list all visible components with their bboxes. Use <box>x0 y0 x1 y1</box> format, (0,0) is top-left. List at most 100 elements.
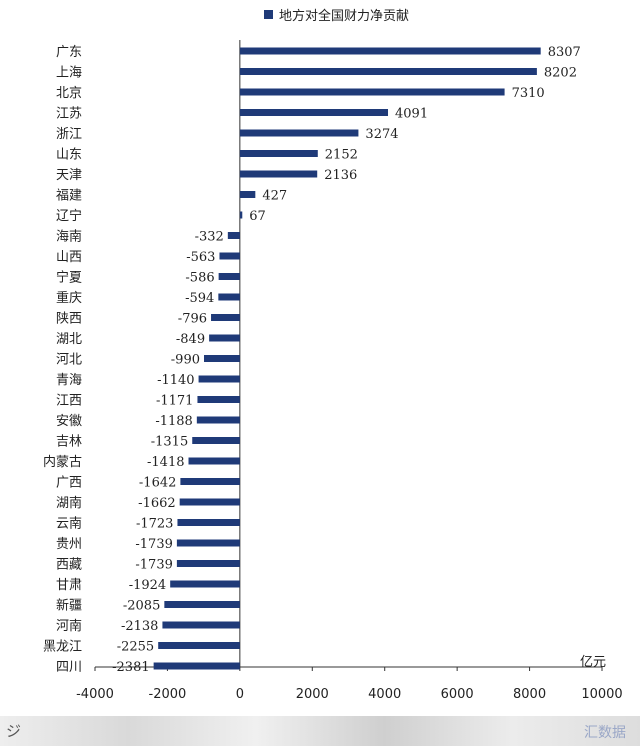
category-label: 新疆 <box>56 598 82 614</box>
footer-mark: ジ <box>6 722 22 740</box>
value-label: -1739 <box>135 537 172 552</box>
value-label: 8202 <box>544 66 577 81</box>
x-tick-label: -4000 <box>76 687 114 702</box>
bar <box>218 273 240 280</box>
value-label: -1188 <box>155 414 192 429</box>
category-label: 福建 <box>56 189 82 204</box>
x-tick-label: 2000 <box>296 687 329 702</box>
category-label: 山东 <box>56 148 82 163</box>
category-label: 上海 <box>56 66 82 81</box>
category-label: 云南 <box>56 516 82 532</box>
value-label: -1315 <box>151 435 188 450</box>
value-label: 2136 <box>324 168 357 183</box>
bar <box>153 662 240 670</box>
value-label: -1171 <box>156 394 193 409</box>
x-tick-label: 6000 <box>441 687 474 702</box>
category-label: 北京 <box>56 86 82 101</box>
value-label: -1924 <box>129 578 166 593</box>
value-label: -1642 <box>139 476 176 491</box>
category-label: 江西 <box>56 394 82 409</box>
value-label: 2152 <box>325 148 358 163</box>
value-label: -849 <box>176 332 205 347</box>
category-label: 海南 <box>56 229 82 245</box>
axis-group: -4000 -2000 0 2000 4000 6000 8000 10000 <box>76 40 623 702</box>
value-label: -2085 <box>123 599 160 614</box>
bar <box>204 355 240 362</box>
category-label: 内蒙古 <box>43 454 82 470</box>
bar <box>162 621 240 629</box>
category-label: 四川 <box>56 660 82 675</box>
value-label: -594 <box>185 291 214 306</box>
x-tick-label: 10000 <box>581 687 622 702</box>
labels-group: 广东 8307 上海 8202 北京 7310 江苏 4091 浙江 3274 山东 2152 天津 21… <box>43 45 581 675</box>
bar <box>239 109 389 116</box>
value-label: 67 <box>249 209 266 224</box>
value-label: -2138 <box>121 619 158 634</box>
category-label: 山西 <box>56 250 82 265</box>
bars-group <box>153 47 541 670</box>
category-label: 广东 <box>56 45 82 60</box>
value-label: -332 <box>195 230 224 245</box>
bar <box>239 88 505 96</box>
bar <box>239 170 318 178</box>
x-tick-label: 8000 <box>513 687 546 702</box>
x-tick-label: -2000 <box>149 687 187 702</box>
bar <box>198 375 240 383</box>
bar <box>177 519 240 526</box>
category-label: 贵州 <box>56 537 82 552</box>
bar <box>211 314 240 321</box>
value-label: 3274 <box>365 127 398 142</box>
value-label: -2381 <box>112 660 149 675</box>
category-label: 河南 <box>56 618 82 634</box>
category-label: 天津 <box>56 168 82 183</box>
value-label: 427 <box>262 189 287 204</box>
category-label: 吉林 <box>56 435 82 450</box>
category-label: 重庆 <box>56 290 82 306</box>
bar <box>218 293 240 301</box>
value-label: -1418 <box>147 455 184 470</box>
legend-label: 地方对全国财力净贡献 <box>279 9 410 24</box>
footer-brand: 汇数据 <box>584 725 626 741</box>
bar <box>209 334 240 342</box>
value-label: -563 <box>186 250 215 265</box>
bar <box>170 580 240 588</box>
category-label: 黑龙江 <box>43 640 82 655</box>
bar <box>196 416 240 424</box>
bar <box>239 191 256 198</box>
chart: -4000 -2000 0 2000 4000 6000 8000 10000 广东 8307 上… <box>43 40 623 702</box>
bar <box>158 642 240 649</box>
value-label: -1662 <box>138 496 175 511</box>
value-label: -2255 <box>117 640 154 655</box>
x-tick-label: 4000 <box>368 687 401 702</box>
value-label: 8307 <box>548 45 581 60</box>
bar <box>176 539 240 547</box>
bar <box>197 396 240 403</box>
bar <box>179 498 240 506</box>
value-label: -1140 <box>157 373 194 388</box>
bar <box>164 601 240 608</box>
category-label: 浙江 <box>56 127 82 142</box>
category-label: 青海 <box>56 373 82 388</box>
category-label: 江苏 <box>56 106 82 122</box>
legend-swatch <box>264 10 273 19</box>
bar <box>239 129 359 137</box>
bar <box>180 478 240 485</box>
category-label: 安徽 <box>56 414 82 429</box>
category-label: 辽宁 <box>56 208 82 224</box>
bar <box>239 150 318 157</box>
bar <box>188 457 240 465</box>
category-label: 湖南 <box>56 495 82 511</box>
category-label: 陕西 <box>56 312 82 327</box>
bar <box>176 560 240 567</box>
axis-unit-label: 亿元 <box>580 655 607 670</box>
value-label: 7310 <box>512 86 545 101</box>
legend: 地方对全国财力净贡献 <box>264 5 409 24</box>
value-label: -1723 <box>136 517 173 532</box>
value-label: 4091 <box>395 107 428 122</box>
category-label: 河北 <box>56 353 82 368</box>
category-label: 广西 <box>56 476 82 491</box>
value-label: -586 <box>185 271 214 286</box>
category-label: 宁夏 <box>56 270 82 286</box>
bar <box>227 232 240 239</box>
bar <box>239 68 537 75</box>
